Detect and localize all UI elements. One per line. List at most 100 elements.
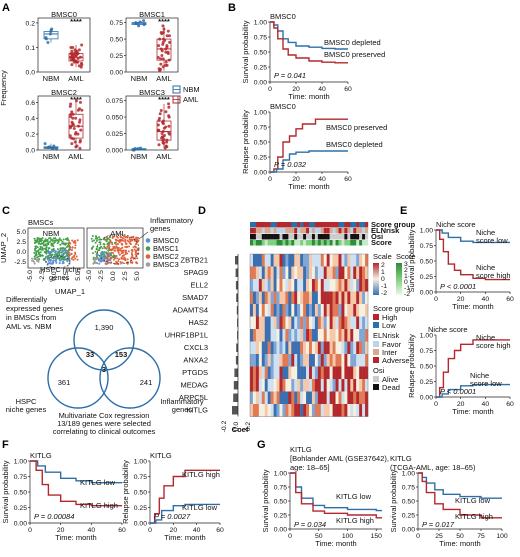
significance-stars: **** bbox=[158, 95, 170, 104]
umap-point bbox=[113, 235, 116, 238]
heatmap-cell bbox=[273, 379, 277, 392]
y-tick-label: 0.50 bbox=[110, 37, 123, 44]
track-score bbox=[276, 240, 280, 246]
heatmap-cell bbox=[252, 354, 257, 367]
venn-label-left-2: niche genes bbox=[6, 405, 47, 414]
heatmap-cell bbox=[258, 329, 262, 342]
heatmap-cell bbox=[258, 354, 262, 367]
heatmap-cell bbox=[329, 329, 333, 342]
data-point bbox=[162, 134, 166, 138]
heatmap-cell bbox=[326, 341, 330, 355]
data-point bbox=[142, 19, 146, 23]
data-point bbox=[132, 148, 136, 152]
umap-point bbox=[119, 261, 122, 263]
umap-point bbox=[68, 244, 71, 247]
heatmap-cell bbox=[347, 329, 351, 342]
y-tick-label: 0.25 bbox=[420, 379, 433, 386]
heatmap-cell bbox=[306, 379, 310, 392]
heatmap-frame bbox=[249, 253, 369, 417]
umap-point bbox=[98, 236, 101, 239]
heatmap-cell bbox=[264, 279, 268, 292]
annotation-inflammatory-1: Inflammatory bbox=[150, 216, 194, 225]
umap-point bbox=[131, 261, 134, 264]
heatmap-cell bbox=[323, 254, 327, 267]
y-tick-label: 0.50 bbox=[254, 140, 267, 147]
umap-point bbox=[67, 255, 70, 258]
heatmap-cell bbox=[350, 304, 354, 317]
umap-point bbox=[100, 260, 103, 263]
heatmap-cell bbox=[294, 266, 298, 280]
umap-point bbox=[65, 246, 68, 249]
km-curve-0 bbox=[150, 469, 220, 524]
x-axis-label: Time: month bbox=[288, 92, 329, 101]
umap-point bbox=[64, 243, 67, 246]
x-tick-label: AML bbox=[156, 74, 171, 83]
heatmap-cell bbox=[276, 266, 280, 280]
umap-point bbox=[74, 241, 77, 244]
heatmap-cell bbox=[270, 266, 274, 280]
heatmap-cell bbox=[335, 254, 339, 267]
track-osi bbox=[344, 234, 348, 240]
data-point bbox=[162, 126, 166, 130]
heatmap-cell bbox=[258, 266, 262, 280]
heatmap-cell bbox=[300, 366, 304, 380]
gene-label: ELL2 bbox=[190, 281, 208, 290]
legend-score-tick: -2 bbox=[404, 291, 410, 298]
heatmap-cell bbox=[261, 266, 265, 280]
umap-point bbox=[120, 252, 123, 255]
heatmap-cell bbox=[303, 341, 307, 355]
heatmap-cell bbox=[320, 316, 324, 330]
data-point bbox=[157, 116, 161, 120]
y-axis-label: Relapse probability bbox=[241, 110, 250, 174]
heatmap-cell bbox=[311, 366, 316, 380]
heatmap-cell bbox=[282, 354, 286, 367]
x-tick-label: 20 bbox=[292, 86, 300, 93]
heatmap-cell bbox=[314, 354, 319, 367]
track-score bbox=[288, 240, 292, 246]
umap-point bbox=[109, 259, 112, 262]
coef-bar bbox=[235, 256, 238, 265]
heatmap-cell bbox=[276, 329, 280, 342]
heatmap-cell bbox=[347, 254, 351, 267]
track-osi bbox=[258, 234, 262, 240]
data-point bbox=[167, 102, 171, 106]
umap-point bbox=[40, 237, 42, 240]
x-tick-label: 40 bbox=[318, 176, 326, 183]
heatmap-cell bbox=[326, 379, 330, 392]
plot-frame bbox=[125, 17, 179, 73]
y-tick-label: 1.00 bbox=[420, 228, 433, 235]
track-elnrisk bbox=[314, 228, 319, 234]
heatmap-cell bbox=[335, 316, 339, 330]
umap-point bbox=[62, 249, 65, 252]
heatmap-cell bbox=[264, 266, 268, 280]
heatmap-cell bbox=[297, 279, 301, 292]
heatmap-cell bbox=[270, 341, 274, 355]
data-point bbox=[165, 140, 169, 144]
umap-point bbox=[94, 241, 97, 244]
track-osi bbox=[294, 234, 298, 240]
heatmap-cell bbox=[297, 266, 301, 280]
heatmap-cell bbox=[252, 279, 257, 292]
umap-point bbox=[95, 261, 98, 264]
legend-item-label: Favor bbox=[382, 340, 402, 349]
heatmap-cell bbox=[273, 254, 277, 267]
heatmap-cell bbox=[267, 341, 271, 355]
data-point bbox=[160, 54, 164, 58]
umap-point bbox=[121, 261, 124, 264]
heatmap-cell bbox=[252, 254, 257, 267]
umap-point bbox=[103, 245, 106, 248]
x-tick-label: 20 bbox=[457, 401, 465, 408]
heatmap-cell bbox=[338, 254, 342, 267]
heatmap-cell bbox=[250, 354, 254, 367]
track-score-group bbox=[267, 222, 271, 228]
umap-point bbox=[119, 249, 121, 252]
heatmap-cell bbox=[344, 291, 348, 305]
umap-point bbox=[113, 245, 116, 248]
track-score bbox=[314, 240, 319, 246]
panel-label-g: G bbox=[257, 439, 266, 451]
heatmap-cell bbox=[350, 354, 354, 367]
legend-item-label: High bbox=[382, 313, 397, 322]
heatmap-cell bbox=[255, 379, 260, 392]
data-point bbox=[75, 53, 79, 57]
data-point bbox=[69, 115, 73, 119]
